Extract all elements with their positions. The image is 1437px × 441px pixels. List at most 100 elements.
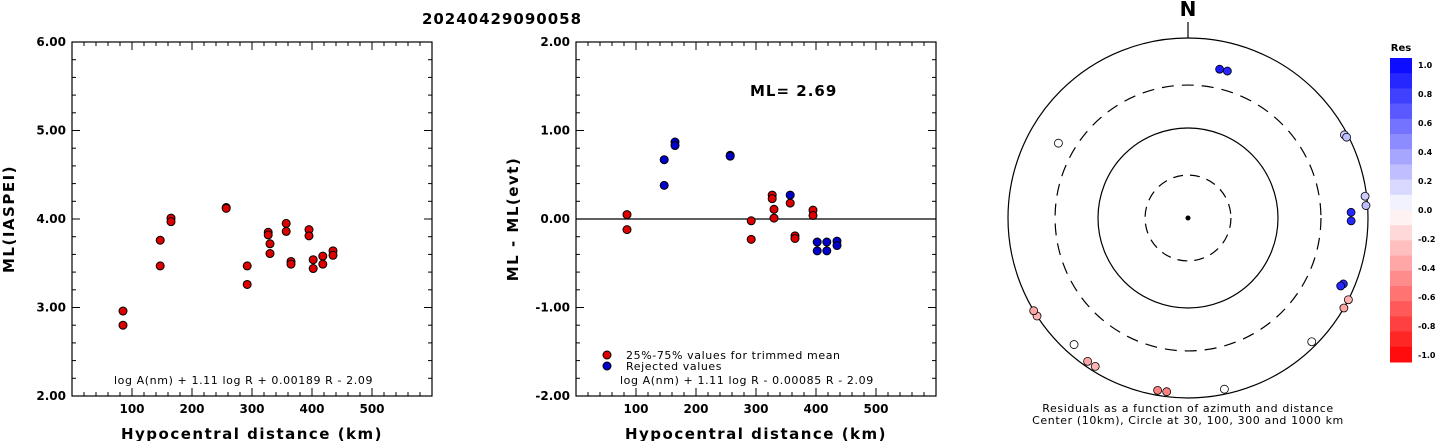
y-tick-label: 0.00 xyxy=(540,212,570,226)
colorbar-segment xyxy=(1390,210,1412,226)
y-tick-label: 2.00 xyxy=(540,35,570,49)
colorbar-segment xyxy=(1390,149,1412,165)
station-residual-point xyxy=(1339,303,1349,313)
rejected-point xyxy=(659,180,669,190)
ml-value-label: ML= 2.69 xyxy=(750,82,837,100)
data-point xyxy=(155,261,165,271)
station-residual-point xyxy=(1029,306,1039,316)
colorbar-segment xyxy=(1390,301,1412,317)
station-residual-point xyxy=(1069,340,1079,349)
circle-30km xyxy=(1144,174,1232,262)
accepted-point xyxy=(785,198,795,208)
circle-300km xyxy=(1054,84,1322,352)
data-point xyxy=(281,218,291,228)
colorbar-segment xyxy=(1390,164,1412,181)
colorbar-segment xyxy=(1390,270,1412,287)
y-tick-label: 4.00 xyxy=(36,212,66,226)
x-tick-label: 400 xyxy=(803,402,828,416)
data-point xyxy=(263,230,273,240)
caption-line-2: Center (10km), Circle at 30, 100, 300 an… xyxy=(1032,414,1344,427)
station-residual-point xyxy=(1361,201,1371,210)
data-point xyxy=(304,231,314,241)
legend-label: 25%-75% values for trimmed mean xyxy=(626,349,841,362)
data-point xyxy=(328,250,338,260)
data-point xyxy=(242,261,252,271)
colorbar-tick-label: 0.2 xyxy=(1418,177,1432,186)
station-residual-point xyxy=(1342,132,1351,142)
data-point xyxy=(265,239,275,249)
x-axis-label: Hypocentral distance (km) xyxy=(625,425,887,441)
accepted-point xyxy=(790,233,800,243)
colorbar-segment xyxy=(1390,316,1412,333)
y-tick-label: 6.00 xyxy=(36,35,66,49)
data-point xyxy=(118,320,128,330)
data-point xyxy=(281,226,291,236)
station-residual-point xyxy=(1215,64,1225,74)
y-tick-label: -2.00 xyxy=(535,389,570,403)
figure-title: 20240429090058 xyxy=(422,10,582,28)
station-residual-point xyxy=(1153,385,1163,395)
colorbar-tick-label: 0.6 xyxy=(1418,119,1433,128)
accepted-point xyxy=(746,234,756,244)
x-tick-label: 100 xyxy=(119,402,144,416)
plot-frame xyxy=(71,41,433,397)
x-tick-label: 300 xyxy=(743,402,768,416)
accepted-point xyxy=(622,225,632,235)
station-residual-point xyxy=(1346,207,1356,217)
colorbar-segment xyxy=(1390,194,1412,211)
x-tick-label: 100 xyxy=(623,402,648,416)
rejected-point xyxy=(822,246,832,256)
y-tick-label: -1.00 xyxy=(535,301,570,315)
data-point xyxy=(308,255,318,265)
magnitude-formula: log A(nm) + 1.11 log R - 0.00085 R - 2.0… xyxy=(620,374,874,387)
colorbar-segment xyxy=(1390,118,1412,135)
data-point xyxy=(221,203,231,213)
accepted-point xyxy=(622,210,632,220)
rejected-point xyxy=(822,237,832,247)
station-residual-point xyxy=(1083,356,1093,366)
station-residual-point xyxy=(1090,362,1100,371)
station-residual-point xyxy=(1307,337,1317,347)
x-tick-label: 500 xyxy=(359,402,384,416)
station-residual-point xyxy=(1054,138,1063,148)
legend-label: Rejected values xyxy=(626,360,722,373)
data-point xyxy=(318,259,328,269)
data-point xyxy=(155,235,165,245)
colorbar-segment xyxy=(1390,346,1412,363)
colorbar-segment xyxy=(1390,88,1412,105)
station-residual-point xyxy=(1343,295,1353,305)
colorbar-segment xyxy=(1390,331,1412,348)
colorbar-segment xyxy=(1390,58,1412,74)
y-axis-label: ML - ML(evt) xyxy=(504,157,522,281)
colorbar-tick-label: -0.2 xyxy=(1418,235,1436,244)
rejected-point xyxy=(659,155,669,165)
accepted-point xyxy=(769,204,779,214)
accepted-point xyxy=(808,210,818,220)
y-tick-label: 1.00 xyxy=(540,124,570,138)
circle-100km xyxy=(1097,127,1279,309)
x-tick-label: 500 xyxy=(863,402,888,416)
colorbar-tick-label: 0.4 xyxy=(1418,148,1433,157)
data-point xyxy=(286,259,296,269)
colorbar-segment xyxy=(1390,134,1412,150)
rejected-point xyxy=(785,190,795,200)
residual-colorbar: Res 1.0 0.8 0.6 0.4 0.2 0.0 -0.2 -0.4 -0.6 -0.8 -1.… xyxy=(1390,43,1436,363)
y-tick-label: 2.00 xyxy=(36,389,66,403)
colorbar-segment xyxy=(1390,73,1412,89)
colorbar-segment xyxy=(1390,255,1412,272)
colorbar-tick-label: 1.0 xyxy=(1418,61,1433,70)
station-residual-point xyxy=(1360,191,1370,201)
data-point xyxy=(318,251,328,261)
colorbar-tick-label: 0.8 xyxy=(1418,90,1433,99)
station-residual-point xyxy=(1336,281,1346,291)
y-tick-label: 3.00 xyxy=(36,301,66,315)
accepted-point xyxy=(769,213,779,223)
station-residual-point xyxy=(1219,384,1229,394)
rejected-point xyxy=(812,246,822,256)
colorbar-segment xyxy=(1390,240,1412,257)
north-label: N xyxy=(1180,0,1197,21)
y-axis-label: ML(IASPEI) xyxy=(0,165,18,273)
data-point xyxy=(308,264,318,274)
x-axis-label: Hypocentral distance (km) xyxy=(121,425,383,441)
